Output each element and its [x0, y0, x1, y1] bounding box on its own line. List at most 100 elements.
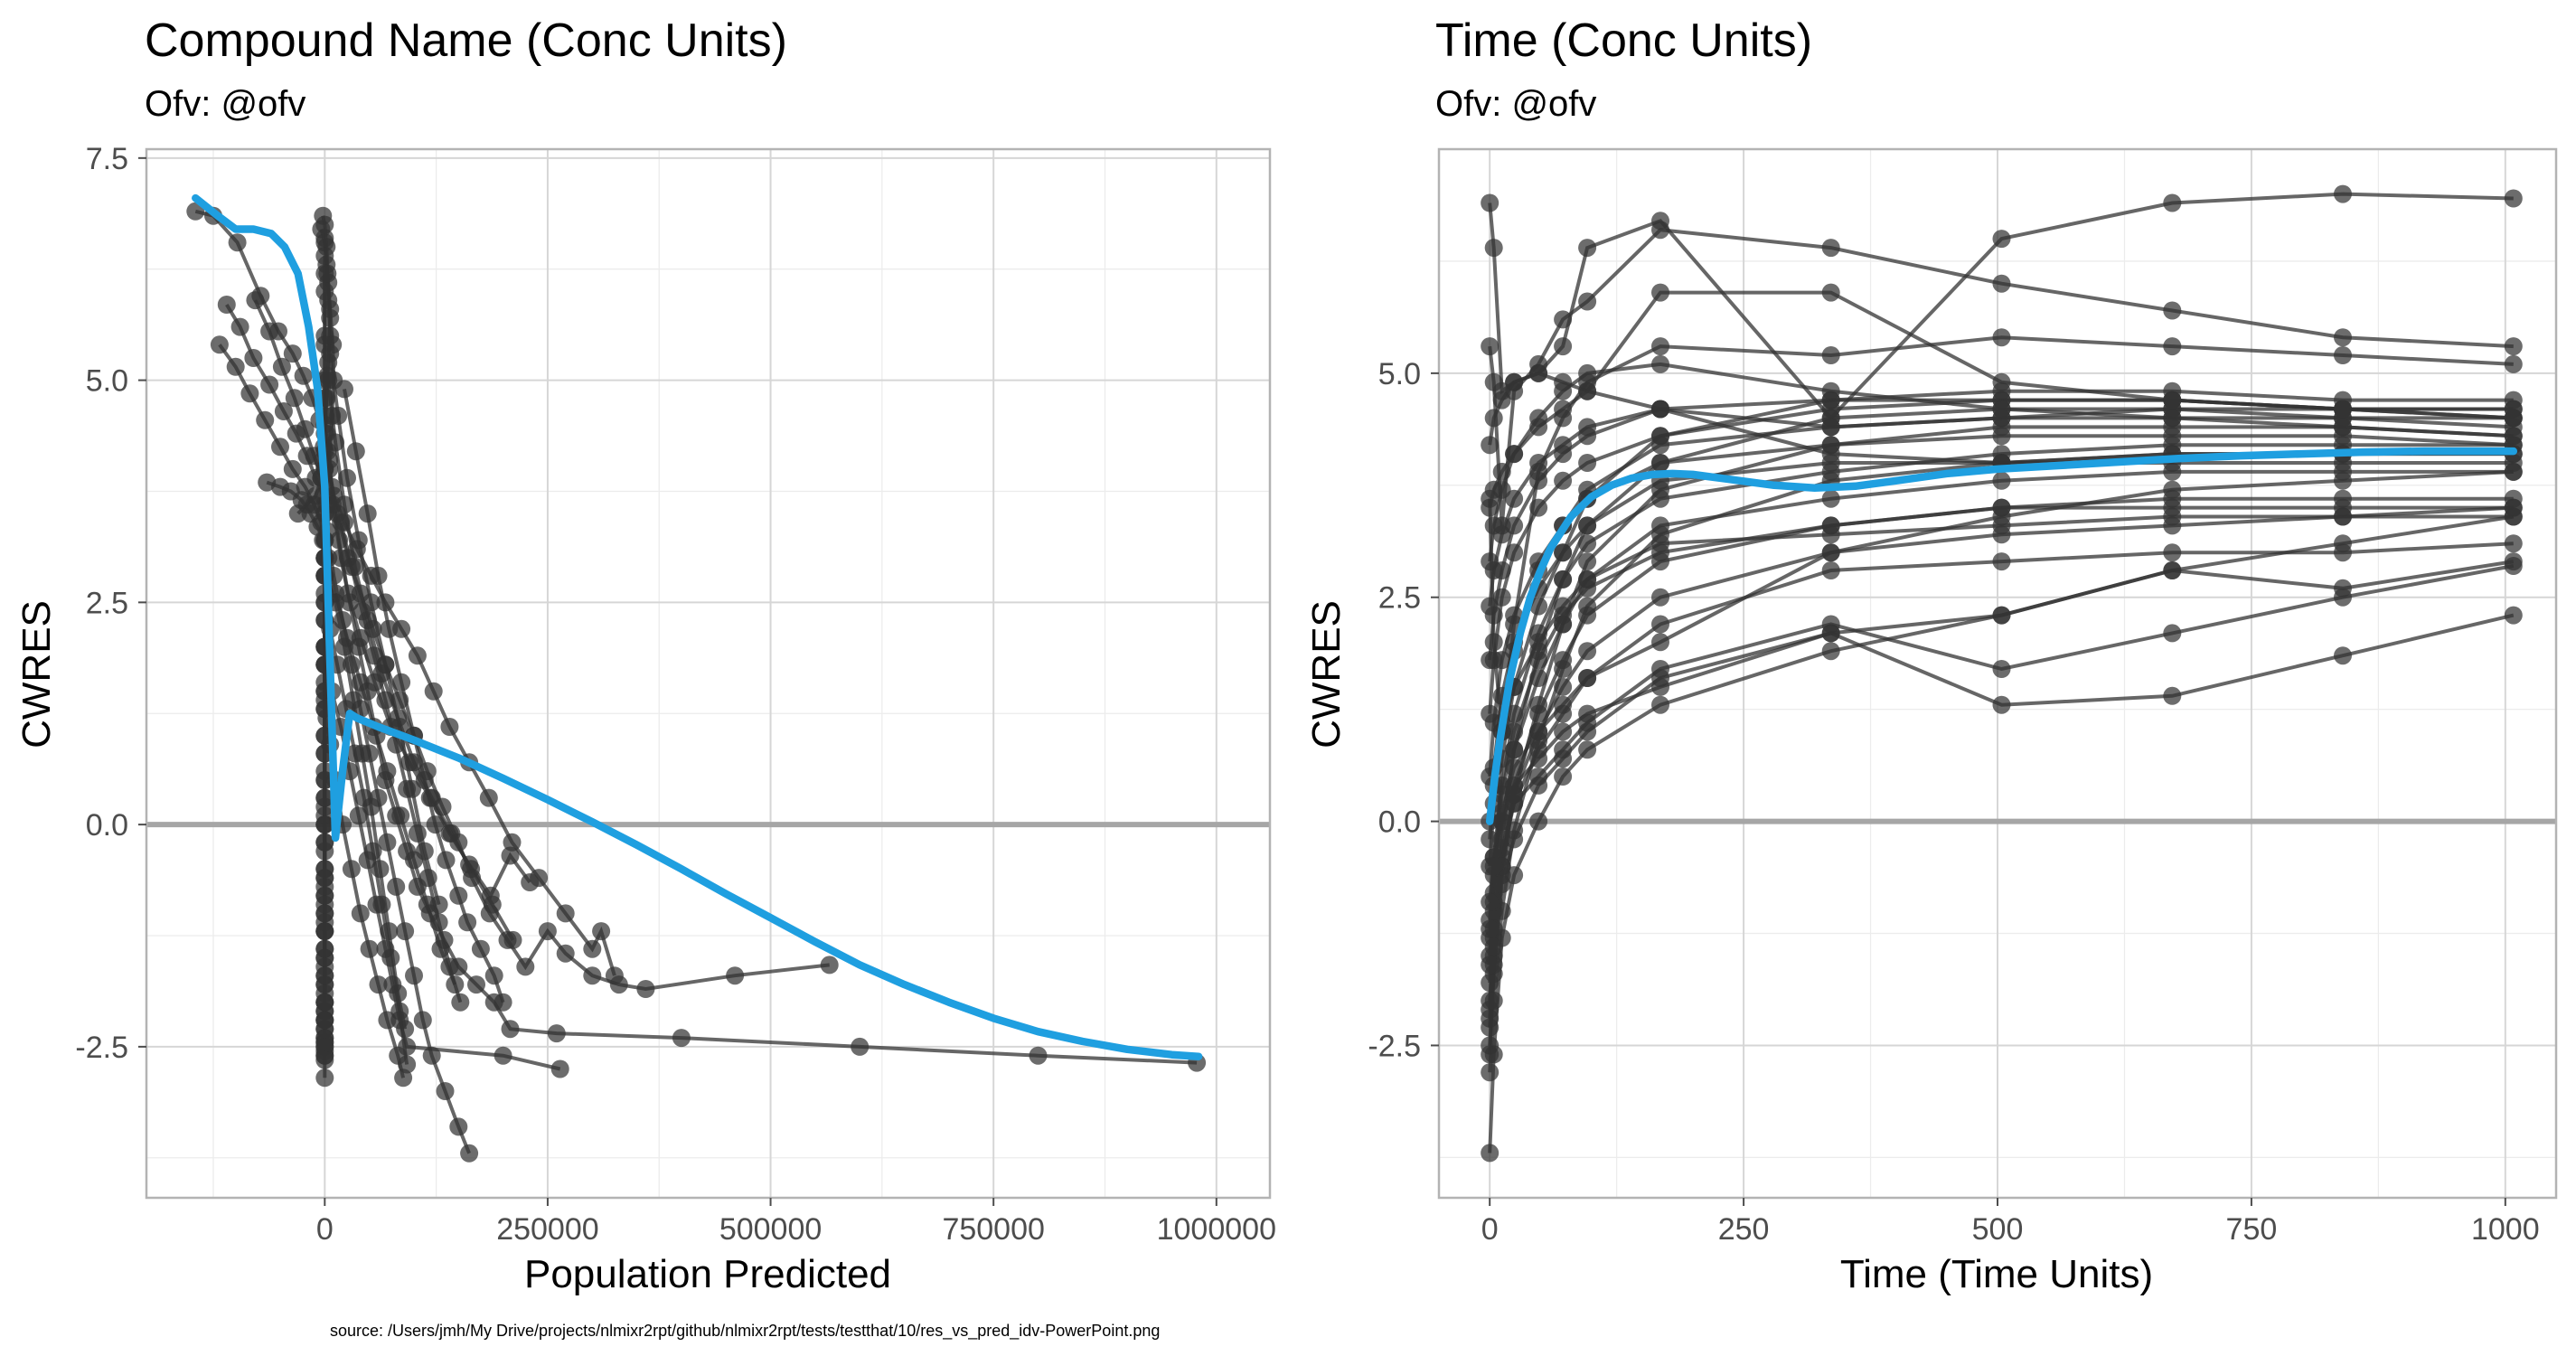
data-point: [345, 744, 364, 763]
data-point: [240, 384, 259, 403]
data-point: [338, 468, 356, 487]
series-line: [1488, 560, 2515, 1046]
data-point: [418, 895, 437, 914]
data-point: [1481, 1036, 1500, 1055]
data-point: [1484, 516, 1503, 535]
data-point: [1651, 427, 1669, 446]
series-line: [1488, 469, 2514, 984]
data-point: [360, 939, 379, 958]
data-point: [1492, 391, 1511, 410]
data-point: [501, 1020, 520, 1039]
data-point: [1554, 570, 1573, 589]
data-point: [1992, 471, 2011, 490]
data-point: [400, 753, 418, 772]
y-tick-label: 0.0: [86, 808, 128, 843]
data-point: [2504, 534, 2523, 553]
data-point: [315, 1050, 334, 1069]
y-axis-title: CWRES: [14, 600, 59, 749]
smooth-trend-line: [192, 193, 1203, 1060]
data-point: [315, 815, 334, 834]
data-point: [449, 833, 468, 852]
data-point: [1481, 651, 1500, 670]
data-point: [420, 788, 439, 807]
data-point: [338, 628, 356, 647]
data-point: [1578, 552, 1597, 571]
data-point: [1554, 740, 1573, 759]
x-axis-title: Time (Time Units): [1840, 1252, 2153, 1296]
data-point: [1484, 606, 1503, 625]
data-point: [342, 860, 361, 879]
data-point: [1484, 239, 1503, 258]
data-point: [1821, 525, 1840, 544]
x-tick-label: 750: [2226, 1212, 2278, 1247]
y-tick-label: 5.0: [86, 364, 128, 399]
data-point: [583, 966, 602, 985]
data-point: [1529, 749, 1548, 768]
data-point: [387, 877, 406, 896]
data-point: [1554, 597, 1573, 616]
data-point: [283, 459, 302, 478]
data-point: [437, 851, 456, 870]
axis-ticks: 0 250 500 750 1000 -2.5 0.0 2.5 5.0: [1368, 357, 2539, 1247]
data-point: [440, 718, 459, 736]
data-point: [315, 1037, 334, 1056]
data-point: [1481, 1144, 1500, 1163]
series-lines: [1481, 184, 2523, 1163]
data-point: [1481, 1063, 1500, 1082]
data-point: [1481, 337, 1500, 356]
data-point: [294, 366, 313, 385]
data-point: [332, 513, 351, 532]
data-point: [1554, 337, 1573, 356]
data-point: [1992, 695, 2011, 714]
data-point: [1554, 767, 1573, 786]
data-point: [349, 806, 368, 825]
data-point: [556, 944, 575, 963]
data-point: [315, 922, 334, 941]
data-point: [494, 1046, 512, 1065]
data-point: [1505, 758, 1524, 777]
data-point: [1554, 722, 1573, 741]
data-point: [413, 1011, 432, 1030]
source-caption: source: /Users/jmh/My Drive/projects/nlm…: [330, 1322, 1160, 1341]
smooth-curve-layer: [192, 193, 1203, 1060]
data-point: [501, 846, 520, 865]
x-tick-label: 250: [1718, 1212, 1770, 1247]
data-point: [2334, 543, 2352, 562]
data-point: [1529, 651, 1548, 670]
data-point: [1578, 740, 1597, 759]
x-tick-label: 0: [316, 1212, 334, 1247]
data-point: [2504, 189, 2523, 208]
data-point: [315, 264, 334, 283]
data-point: [424, 682, 443, 701]
data-point: [2504, 427, 2523, 446]
data-point: [256, 410, 275, 429]
data-point: [1578, 606, 1597, 625]
data-point: [436, 1082, 455, 1100]
data-point: [2504, 409, 2523, 428]
data-point: [226, 357, 245, 376]
data-point: [592, 922, 611, 941]
chart-title: Time (Conc Units): [1435, 14, 1812, 67]
data-point: [636, 980, 655, 998]
data-point: [367, 895, 386, 914]
data-point: [556, 904, 575, 923]
data-point: [369, 975, 388, 994]
x-axis-title: Population Predicted: [524, 1252, 891, 1296]
data-point: [1578, 516, 1597, 535]
data-point: [408, 824, 427, 843]
data-point: [274, 402, 293, 420]
data-point: [1821, 346, 1840, 364]
data-point: [210, 335, 229, 354]
data-point: [1821, 418, 1840, 437]
data-point: [1481, 974, 1500, 993]
data-point: [315, 282, 334, 301]
data-point: [481, 886, 500, 905]
data-point: [1529, 363, 1548, 382]
data-point: [387, 735, 406, 754]
data-point: [498, 930, 517, 949]
data-point: [296, 419, 315, 438]
data-point: [1992, 230, 2011, 249]
data-point: [394, 1069, 413, 1088]
data-point: [260, 322, 279, 341]
data-point: [2334, 328, 2352, 347]
